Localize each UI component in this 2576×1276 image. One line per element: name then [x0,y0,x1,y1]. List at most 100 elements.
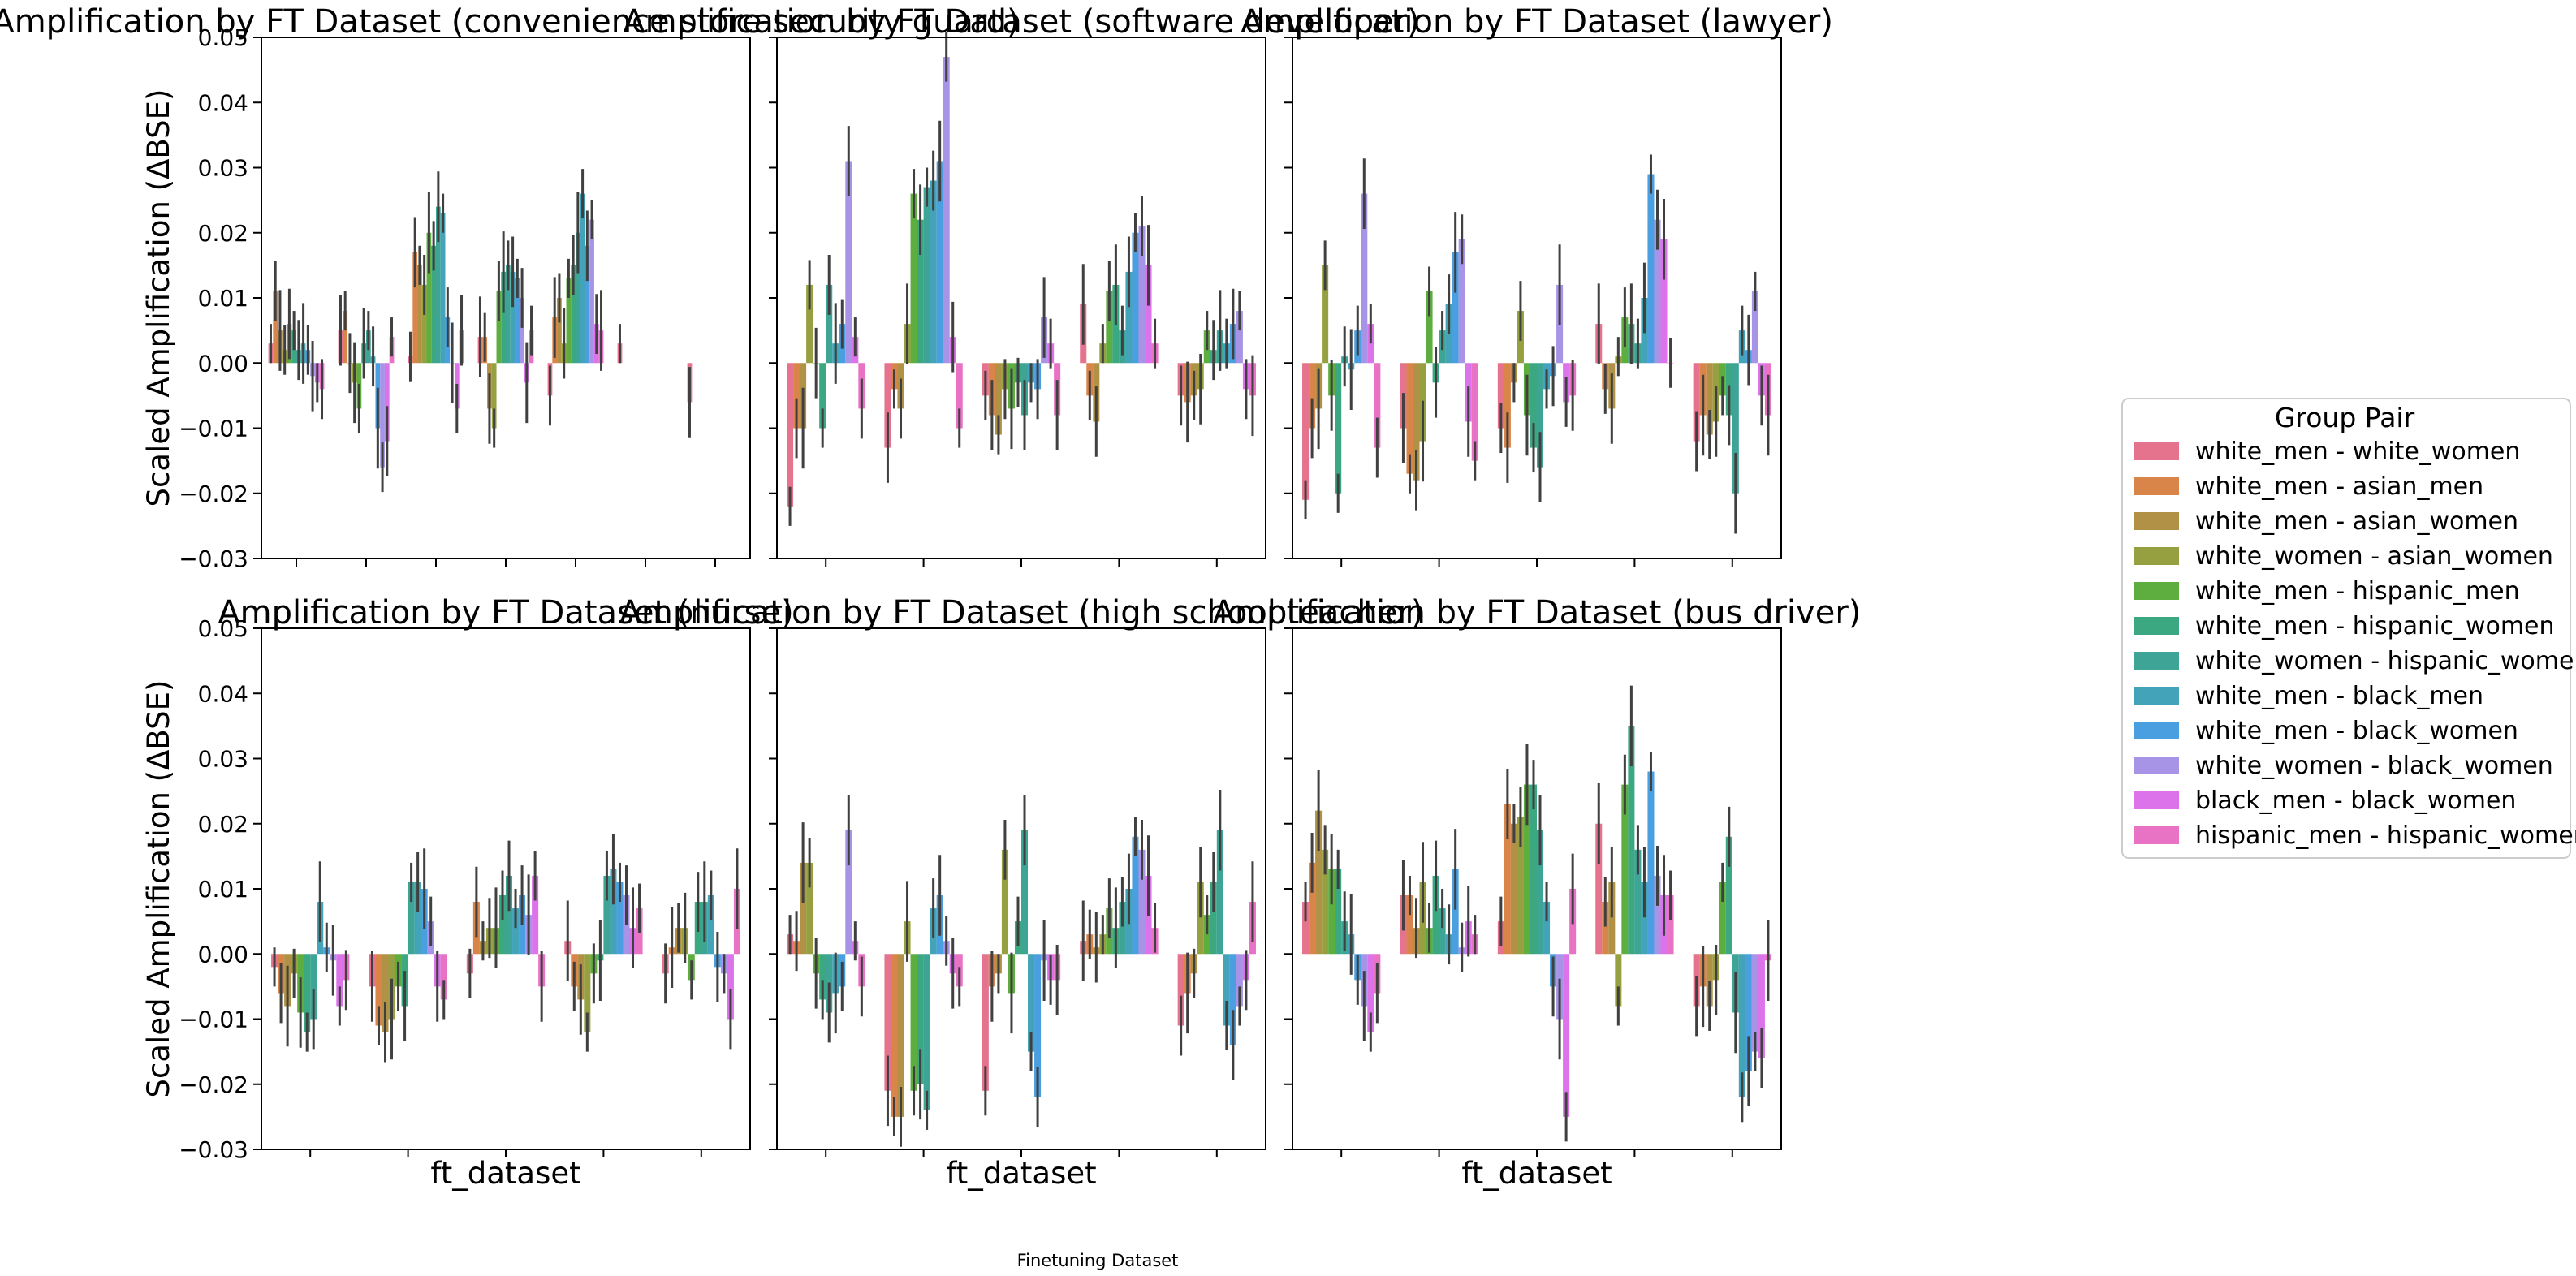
bar-white_women-hispanic_women-group-3 [1537,363,1544,468]
bar-white_men-black_women-group-3 [1034,954,1042,1097]
bar-white_men-hispanic_women-group-1 [1335,363,1342,494]
bar-white_men-white_women-group-1 [787,363,794,507]
bar-white_men-asian_women-group-1 [1315,810,1323,955]
bar-white_men-white_women-group-1 [1302,363,1310,500]
bar-white_women-hispanic_women-group-1 [826,284,833,364]
legend-item: white_men - black_women [2134,717,2518,745]
bar-white_women-black_women-group-5 [589,219,594,364]
subplot-title: Amplification by FT Dataset (software de… [623,3,1420,41]
y-tick-label: −0.01 [179,1007,248,1033]
y-tick-label: 0.05 [198,24,248,51]
bar-white_men-white_women-group-5 [1693,363,1700,442]
legend-label: white_men - asian_men [2195,472,2483,501]
subplot-title: Amplification by FT Dataset (high school… [619,594,1424,632]
bar-white_men-black_men-group-3 [1028,954,1035,1052]
legend-item: white_men - asian_men [2134,472,2483,501]
bar-white_men-hispanic_men-group-3 [426,232,432,364]
bar-black_men-black_women-group-4 [1660,239,1668,364]
bar-white_men-asian_women-group-4 [1608,882,1616,955]
bar-white_men-hispanic_men-group-5 [1203,915,1210,955]
bar-white_men-asian_men-group-2 [1406,363,1413,474]
legend-swatch [2134,826,2179,844]
legend-item: white_women - asian_women [2134,542,2553,571]
bar-white_men-asian_women-group-2 [1413,363,1420,481]
bar-white_women-black_women-group-2 [1458,239,1465,364]
bar-white_women-asian_women-group-1 [1322,849,1329,955]
bar-hispanic_men-hispanic_women-group-2 [440,954,447,1000]
bar-white_women-asian_women-group-3 [1517,817,1524,955]
legend-label: white_men - hispanic_women [2195,612,2555,640]
bar-white_men-hispanic_women-group-4 [1628,726,1635,955]
y-tick-label: 0.04 [198,680,248,707]
bar-white_men-hispanic_women-group-5 [1210,882,1217,955]
legend-label: hispanic_men - hispanic_women [2195,821,2576,850]
bar-white_women-hispanic_women-group-2 [408,882,415,955]
subplot-title: Amplification by FT Dataset (nurse) [218,594,793,632]
subplot-3: Amplification by FT Dataset (lawyer) [1241,3,1833,567]
y-tick-label: −0.02 [179,481,248,507]
legend-label: white_men - asian_women [2195,507,2518,536]
legend-label: white_women - black_women [2195,752,2553,780]
bar-hispanic_men-hispanic_women-group-1 [1374,363,1381,448]
legend-label: white_men - black_men [2195,682,2483,710]
bar-white_men-black_women-group-4 [1132,836,1139,955]
bar-white_men-white_women-group-4 [1595,823,1603,955]
bar-white_men-hispanic_women-group-3 [431,245,436,364]
bar-white_men-hispanic_men-group-4 [1106,291,1113,364]
bar-white_men-hispanic_men-group-4 [496,291,502,364]
legend-item: white_men - hispanic_men [2134,577,2520,606]
legend-item: white_women - hispanic_women [2134,647,2576,675]
bar-white_men-asian_women-group-5 [1706,363,1713,435]
bar-white_men-black_women-group-4 [1647,174,1655,364]
subplot-5: Amplification by FT Dataset (high school… [619,594,1424,1191]
bar-white_women-black_women-group-4 [1138,849,1146,955]
bar-white_men-hispanic_women-group-3 [1530,784,1537,955]
legend-swatch [2134,617,2179,635]
bar-white_men-black_men-group-4 [510,271,516,364]
bar-white_men-black_men-group-3 [512,908,520,955]
bar-white_men-black_men-group-2 [930,180,937,364]
bar-black_men-black_women-group-4 [1145,265,1152,364]
y-tick-label: 0.02 [198,220,248,247]
bar-white_men-asian_men-group-2 [1406,895,1413,955]
bar-white_men-asian_men-group-2 [891,954,898,1117]
y-tick-label: 0.03 [198,746,248,773]
y-axis-label: Scaled Amplification (ΔBSE) [141,89,176,507]
legend-swatch [2134,652,2179,670]
legend-item: white_men - hispanic_women [2134,612,2555,640]
y-tick-label: 0.00 [198,350,248,377]
subplot-2: Amplification by FT Dataset (software de… [623,3,1420,567]
legend-title: Group Pair [2275,402,2415,433]
bar-white_women-asian_women-group-3 [421,284,427,364]
bar-white_men-black_women-group-4 [1132,232,1139,364]
bar-white_men-hispanic_women-group-2 [1432,875,1439,955]
bar-black_men-black_women-group-3 [1563,954,1570,1117]
bar-hispanic_men-hispanic_women-group-4 [1667,895,1674,955]
bar-white_men-white_women-group-1 [1302,902,1310,955]
bar-white_men-hispanic_men-group-2 [1426,291,1433,364]
bar-black_men-black_women-group-1 [1367,954,1374,1032]
bar-white_men-hispanic_women-group-1 [1335,869,1342,955]
bar-white_men-asian_women-group-3 [1510,823,1517,955]
bar-white_women-black_women-group-4 [1654,875,1661,955]
legend-swatch [2134,722,2179,739]
bar-white_men-black_women-group-4 [1647,771,1655,955]
bar-white_men-asian_men-group-3 [1504,804,1511,955]
bar-white_men-asian_men-group-2 [343,311,348,364]
bar-white_women-asian_women-group-3 [1001,849,1008,955]
bar-white_men-black_men-group-4 [1641,882,1648,955]
bar-white_men-asian_men-group-1 [793,363,800,429]
bar-white_women-hispanic_women-group-3 [1537,830,1544,955]
figure-suptitle: Finetuning Dataset [1017,1251,1179,1270]
y-tick-label: 0.02 [198,811,248,838]
bar-white_men-hispanic_women-group-4 [501,271,506,364]
legend-swatch [2134,582,2179,600]
legend-swatch [2134,791,2179,809]
legend-items: white_men - white_women white_men - asian… [2134,438,2576,850]
bar-white_men-asian_women-group-5 [1706,954,1713,1007]
legend-label: white_women - hispanic_women [2195,647,2576,675]
bar-white_women-black_women-group-5 [1751,291,1758,364]
legend-label: white_men - hispanic_men [2195,577,2520,606]
bar-white_men-hispanic_women-group-3 [498,895,506,955]
legend-swatch [2134,512,2179,530]
